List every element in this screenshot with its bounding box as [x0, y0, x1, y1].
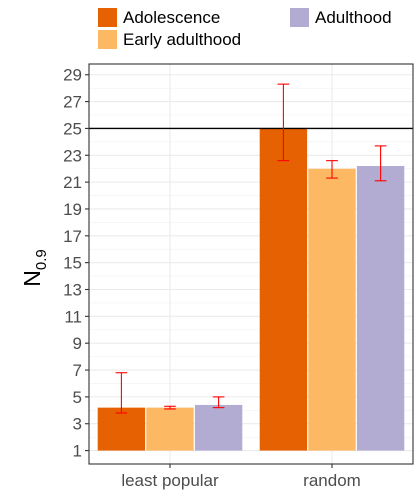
y-axis-title-subscript: 0.9 — [33, 249, 50, 270]
x-axis: least popular random — [121, 464, 361, 490]
y-tick-label: 17 — [63, 227, 82, 246]
y-tick-label: 19 — [63, 200, 82, 219]
y-tick-label: 15 — [63, 254, 82, 273]
x-tick-label: least popular — [121, 471, 219, 490]
bar — [194, 404, 243, 451]
y-tick-label: 13 — [63, 281, 82, 300]
y-tick-label: 5 — [73, 388, 82, 407]
bar — [356, 166, 405, 451]
legend: Adolescence Early adulthood Adulthood — [98, 8, 392, 49]
y-tick-label: 9 — [73, 334, 82, 353]
legend-label: Adolescence — [123, 8, 220, 27]
x-tick-label: random — [303, 471, 361, 490]
plot-panel — [88, 63, 414, 465]
legend-label: Early adulthood — [123, 30, 241, 49]
y-tick-label: 21 — [63, 173, 82, 192]
panel-border — [88, 63, 414, 465]
y-axis-title: N0.9 — [19, 249, 50, 286]
y-tick-label: 23 — [63, 146, 82, 165]
y-tick-label: 1 — [73, 442, 82, 461]
y-tick-label: 3 — [73, 415, 82, 434]
error-bars — [115, 83, 387, 414]
legend-swatch — [98, 8, 117, 27]
bars — [97, 128, 405, 451]
bar — [308, 168, 356, 451]
legend-swatch — [98, 30, 117, 49]
bar — [97, 407, 146, 451]
bar — [259, 128, 308, 451]
y-tick-label: 29 — [63, 66, 82, 85]
y-axis-title-main: N — [19, 270, 45, 287]
bar — [146, 407, 194, 451]
y-tick-label: 7 — [73, 361, 82, 380]
y-tick-label: 11 — [64, 307, 82, 326]
legend-label: Adulthood — [315, 8, 392, 27]
y-tick-label: 25 — [63, 119, 82, 138]
y-tick-label: 27 — [63, 93, 82, 112]
legend-swatch — [290, 8, 309, 27]
